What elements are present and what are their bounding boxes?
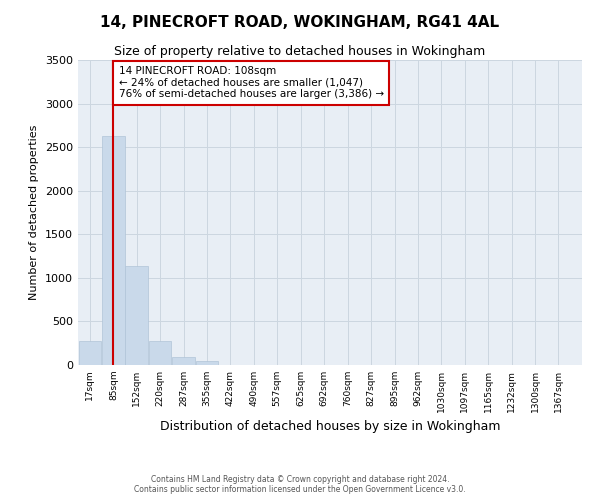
X-axis label: Distribution of detached houses by size in Wokingham: Distribution of detached houses by size … [160,420,500,434]
Text: 14, PINECROFT ROAD, WOKINGHAM, RG41 4AL: 14, PINECROFT ROAD, WOKINGHAM, RG41 4AL [100,15,500,30]
Text: 14 PINECROFT ROAD: 108sqm
← 24% of detached houses are smaller (1,047)
76% of se: 14 PINECROFT ROAD: 108sqm ← 24% of detac… [119,66,384,100]
Text: Contains HM Land Registry data © Crown copyright and database right 2024.
Contai: Contains HM Land Registry data © Crown c… [134,475,466,494]
Bar [102,136,125,365]
Bar [196,361,218,365]
Y-axis label: Number of detached properties: Number of detached properties [29,125,40,300]
Bar [149,342,172,365]
Bar [79,342,101,365]
Bar [125,266,148,365]
Bar [172,357,195,365]
Text: Size of property relative to detached houses in Wokingham: Size of property relative to detached ho… [115,45,485,58]
